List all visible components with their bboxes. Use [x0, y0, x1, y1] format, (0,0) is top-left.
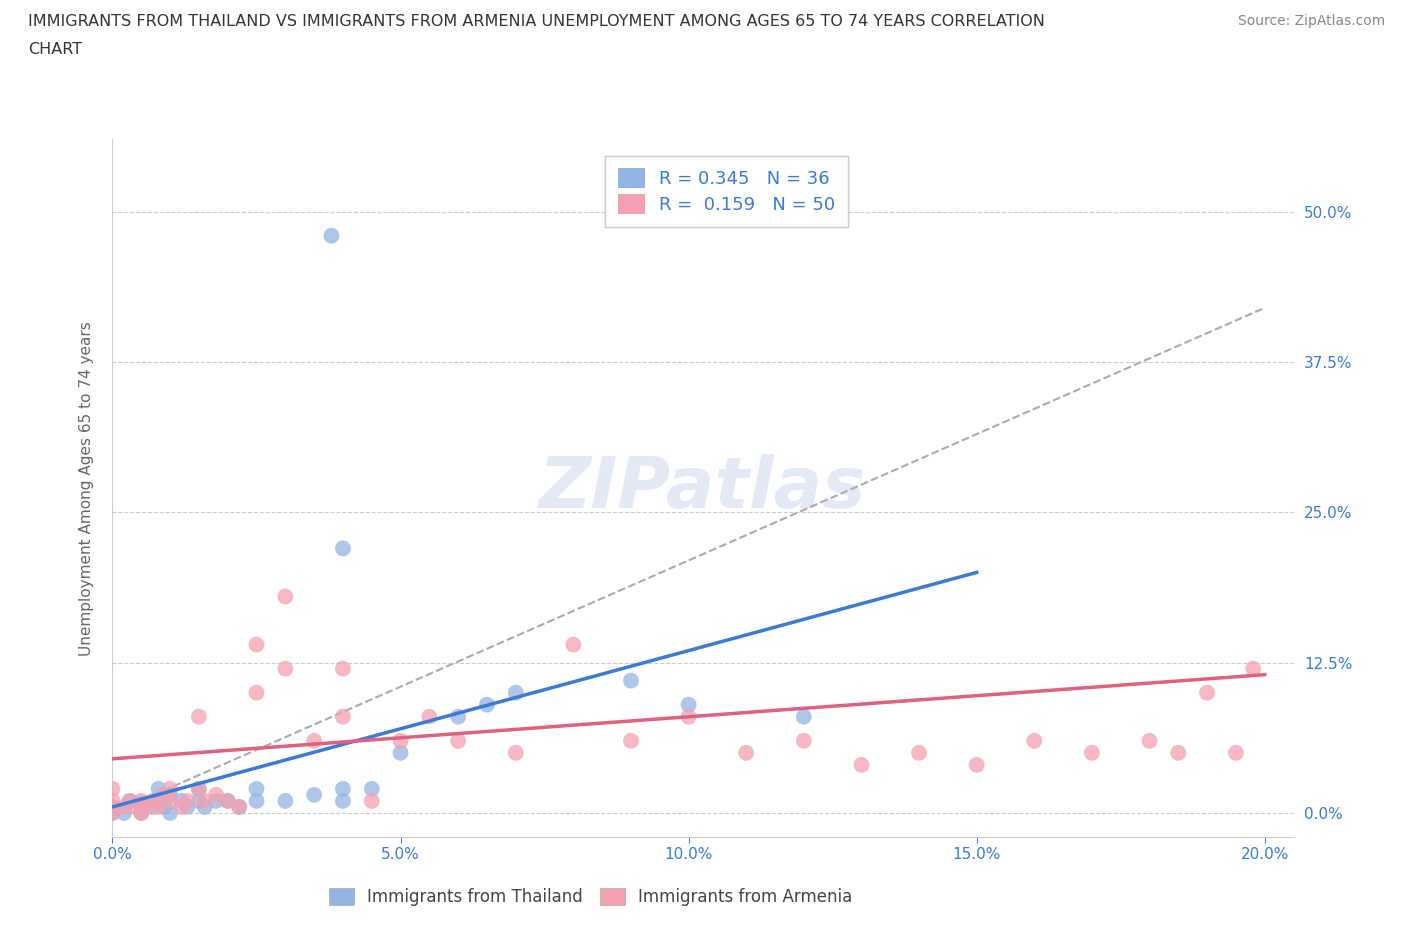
Point [332, 541, 354, 556]
Point [620, 734, 643, 749]
Point [118, 793, 141, 808]
Point [475, 698, 498, 712]
Point [360, 781, 382, 796]
Point [136, 800, 159, 815]
Point [245, 781, 267, 796]
Point [418, 710, 440, 724]
Point [360, 793, 382, 808]
Point [187, 710, 209, 724]
Point [302, 734, 325, 749]
Point [148, 800, 170, 815]
Point [505, 745, 527, 760]
Point [153, 788, 176, 803]
Point [124, 800, 146, 815]
Point [447, 710, 470, 724]
Legend: R = 0.345   N = 36, R =  0.159   N = 50: R = 0.345 N = 36, R = 0.159 N = 50 [605, 155, 848, 227]
Point [908, 745, 931, 760]
Point [562, 637, 585, 652]
Point [101, 800, 124, 815]
Point [129, 805, 152, 820]
Point [217, 793, 239, 808]
Point [245, 685, 267, 700]
Text: IMMIGRANTS FROM THAILAND VS IMMIGRANTS FROM ARMENIA UNEMPLOYMENT AMONG AGES 65 T: IMMIGRANTS FROM THAILAND VS IMMIGRANTS F… [28, 14, 1045, 29]
Point [274, 589, 297, 604]
Point [194, 800, 217, 815]
Point [170, 800, 193, 815]
Point [228, 800, 250, 815]
Point [793, 710, 815, 724]
Point [274, 661, 297, 676]
Point [176, 800, 198, 815]
Point [148, 793, 170, 808]
Point [142, 800, 165, 815]
Point [205, 788, 228, 803]
Point [217, 793, 239, 808]
Point [187, 793, 209, 808]
Point [851, 757, 873, 772]
Point [129, 805, 152, 820]
Text: Source: ZipAtlas.com: Source: ZipAtlas.com [1237, 14, 1385, 28]
Point [1197, 685, 1219, 700]
Point [245, 793, 267, 808]
Y-axis label: Unemployment Among Ages 65 to 74 years: Unemployment Among Ages 65 to 74 years [79, 321, 94, 656]
Point [321, 228, 343, 243]
Point [505, 685, 527, 700]
Point [228, 800, 250, 815]
Point [245, 637, 267, 652]
Point [194, 793, 217, 808]
Point [118, 793, 141, 808]
Point [153, 800, 176, 815]
Point [966, 757, 988, 772]
Point [101, 805, 124, 820]
Point [101, 793, 124, 808]
Point [187, 781, 209, 796]
Text: CHART: CHART [28, 42, 82, 57]
Point [274, 793, 297, 808]
Point [332, 781, 354, 796]
Point [112, 805, 135, 820]
Point [1024, 734, 1046, 749]
Point [447, 734, 470, 749]
Point [159, 805, 181, 820]
Point [129, 796, 152, 811]
Point [1081, 745, 1104, 760]
Point [101, 800, 124, 815]
Point [1241, 661, 1264, 676]
Point [678, 698, 700, 712]
Point [735, 745, 758, 760]
Point [148, 781, 170, 796]
Point [159, 793, 181, 808]
Point [159, 781, 181, 796]
Point [332, 661, 354, 676]
Point [142, 793, 165, 808]
Point [678, 710, 700, 724]
Point [176, 793, 198, 808]
Point [1167, 745, 1189, 760]
Point [170, 793, 193, 808]
Point [112, 800, 135, 815]
Point [101, 805, 124, 820]
Point [332, 710, 354, 724]
Point [205, 793, 228, 808]
Point [1139, 734, 1161, 749]
Point [101, 781, 124, 796]
Text: ZIPatlas: ZIPatlas [540, 454, 866, 523]
Point [389, 745, 412, 760]
Point [187, 781, 209, 796]
Legend: Immigrants from Thailand, Immigrants from Armenia: Immigrants from Thailand, Immigrants fro… [322, 881, 859, 912]
Point [793, 734, 815, 749]
Point [1225, 745, 1247, 760]
Point [302, 788, 325, 803]
Point [332, 793, 354, 808]
Point [620, 673, 643, 688]
Point [129, 793, 152, 808]
Point [159, 788, 181, 803]
Point [389, 734, 412, 749]
